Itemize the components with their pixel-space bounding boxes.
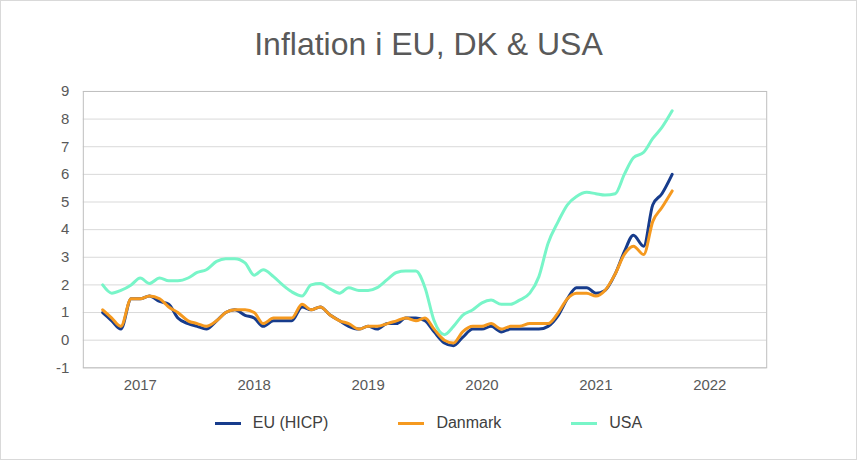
svg-text:0: 0 bbox=[61, 331, 69, 348]
html-text:Danmark: Danmark bbox=[436, 414, 502, 431]
svg-text:1: 1 bbox=[61, 303, 69, 320]
svg-text:6: 6 bbox=[61, 165, 69, 182]
svg-text:2022: 2022 bbox=[693, 376, 726, 393]
html-text:USA: USA bbox=[609, 414, 643, 431]
svg-text:2020: 2020 bbox=[465, 376, 498, 393]
svg-text:2021: 2021 bbox=[579, 376, 612, 393]
svg-text:8: 8 bbox=[61, 110, 69, 127]
svg-text:2017: 2017 bbox=[124, 376, 157, 393]
svg-text:-1: -1 bbox=[56, 359, 69, 376]
svg-text:2: 2 bbox=[61, 276, 69, 293]
svg-text:7: 7 bbox=[61, 138, 69, 155]
svg-text:5: 5 bbox=[61, 193, 69, 210]
html-text:Inflation i EU, DK & USA: Inflation i EU, DK & USA bbox=[254, 26, 603, 62]
svg-text:3: 3 bbox=[61, 248, 69, 265]
svg-text:2018: 2018 bbox=[238, 376, 271, 393]
svg-text:4: 4 bbox=[61, 220, 69, 237]
svg-text:2019: 2019 bbox=[351, 376, 384, 393]
svg-text:9: 9 bbox=[61, 82, 69, 99]
html-text:EU (HICP): EU (HICP) bbox=[252, 414, 329, 431]
